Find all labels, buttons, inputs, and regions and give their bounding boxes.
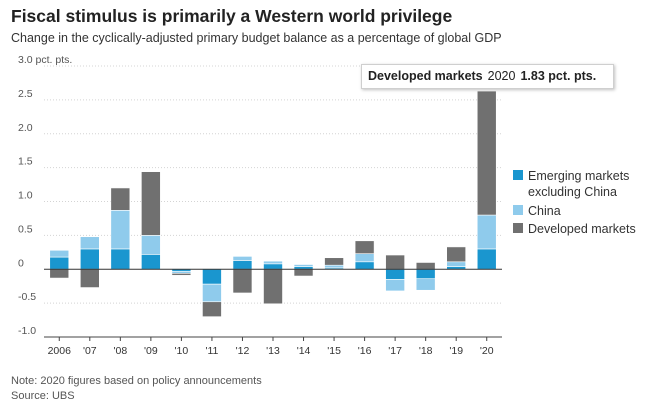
x-tick-label: '15	[327, 345, 341, 357]
bar-segment[interactable]	[354, 261, 375, 270]
x-tick-label: '19	[449, 345, 463, 357]
bar-segment[interactable]	[80, 268, 100, 288]
x-tick-label: '17	[388, 345, 402, 357]
bar-segment[interactable]	[446, 261, 467, 267]
bar-segment[interactable]	[171, 273, 192, 276]
tooltip-year: 2020	[487, 69, 516, 83]
x-tick-label: '12	[236, 345, 250, 357]
legend-label-developed-markets: Developed markets	[528, 222, 636, 236]
bar-segment[interactable]	[446, 246, 467, 263]
bar-segment[interactable]	[141, 235, 161, 255]
bar-segment[interactable]	[293, 264, 314, 267]
bar-segment[interactable]	[202, 268, 222, 285]
bar-segment[interactable]	[49, 256, 70, 270]
x-tick-label: '18	[419, 345, 433, 357]
bar-segment[interactable]	[141, 254, 161, 270]
bar-segment[interactable]	[476, 90, 497, 216]
legend-label-china: China	[528, 204, 561, 218]
legend-swatch-emerging-markets	[513, 170, 523, 180]
y-tick-label: 1.5	[18, 156, 33, 168]
bar-segment[interactable]	[49, 249, 70, 258]
y-tick-label: 2.0	[18, 122, 33, 134]
bar-segment[interactable]	[415, 268, 436, 280]
bar-segment[interactable]	[232, 268, 253, 294]
y-tick-label: 3.0 pct. pts.	[18, 54, 72, 66]
x-tick-label: '07	[83, 345, 97, 357]
bar-segment[interactable]	[324, 257, 344, 266]
y-tick-label: 2.5	[18, 88, 33, 100]
legend-swatch-developed-markets	[513, 223, 523, 233]
bar-segment[interactable]	[110, 248, 131, 270]
y-tick-label: -0.5	[18, 291, 36, 303]
bar-segment[interactable]	[202, 283, 222, 303]
bar-segment[interactable]	[80, 236, 100, 250]
bar-segment[interactable]	[293, 268, 314, 277]
source-line: Source: UBS	[11, 390, 75, 402]
legend-label-emerging-markets: Emerging markets excluding China	[528, 169, 630, 199]
bar-segment[interactable]	[385, 279, 405, 292]
chart-title: Fiscal stimulus is primarily a Western w…	[11, 6, 453, 26]
bar-segment[interactable]	[263, 263, 283, 270]
bar-segment[interactable]	[476, 248, 497, 270]
x-tick-label: '08	[113, 345, 127, 357]
tooltip-value: 1.83 pct. pts.	[520, 69, 597, 83]
bar-segment[interactable]	[385, 268, 405, 280]
bar-segment[interactable]	[171, 270, 192, 274]
bar-segment[interactable]	[141, 171, 161, 236]
bar-segment[interactable]	[232, 260, 253, 270]
bar-segment[interactable]	[354, 253, 375, 263]
y-tick-label: -1.0	[18, 325, 36, 337]
x-tick-label: '10	[175, 345, 189, 357]
y-tick-label: 0	[18, 257, 24, 269]
x-tick-label: '14	[297, 345, 311, 357]
x-tick-label: 2006	[48, 345, 72, 357]
bar-segment[interactable]	[263, 268, 283, 305]
bar-segment[interactable]	[110, 210, 131, 250]
bar-segment[interactable]	[415, 262, 436, 270]
x-tick-label: '13	[266, 345, 280, 357]
bar-segment[interactable]	[202, 301, 222, 317]
bar-segment[interactable]	[232, 256, 253, 261]
bar-segment[interactable]	[476, 214, 497, 250]
chart-subtitle: Change in the cyclically-adjusted primar…	[11, 31, 502, 45]
x-tick-label: '16	[358, 345, 372, 357]
legend-swatch-china	[513, 205, 523, 215]
x-tick-label: '11	[205, 345, 218, 357]
y-tick-label: 1.0	[18, 190, 33, 202]
tooltip-series: Developed markets	[368, 69, 483, 83]
footnote: Note: 2020 figures based on policy annou…	[11, 375, 262, 387]
bar-segment[interactable]	[110, 187, 131, 211]
bar-segment[interactable]	[415, 278, 436, 291]
bar-segment[interactable]	[354, 240, 375, 254]
x-tick-label: '20	[480, 345, 494, 357]
x-tick-label: '09	[144, 345, 158, 357]
bar-segment[interactable]	[324, 264, 344, 269]
y-tick-label: 0.5	[18, 223, 33, 235]
bar-segment[interactable]	[385, 254, 405, 270]
bar-segment[interactable]	[49, 268, 70, 279]
bar-segment[interactable]	[80, 248, 100, 270]
bar-segment[interactable]	[263, 260, 283, 265]
tooltip: Developed markets 2020 1.83 pct. pts.	[361, 64, 614, 89]
